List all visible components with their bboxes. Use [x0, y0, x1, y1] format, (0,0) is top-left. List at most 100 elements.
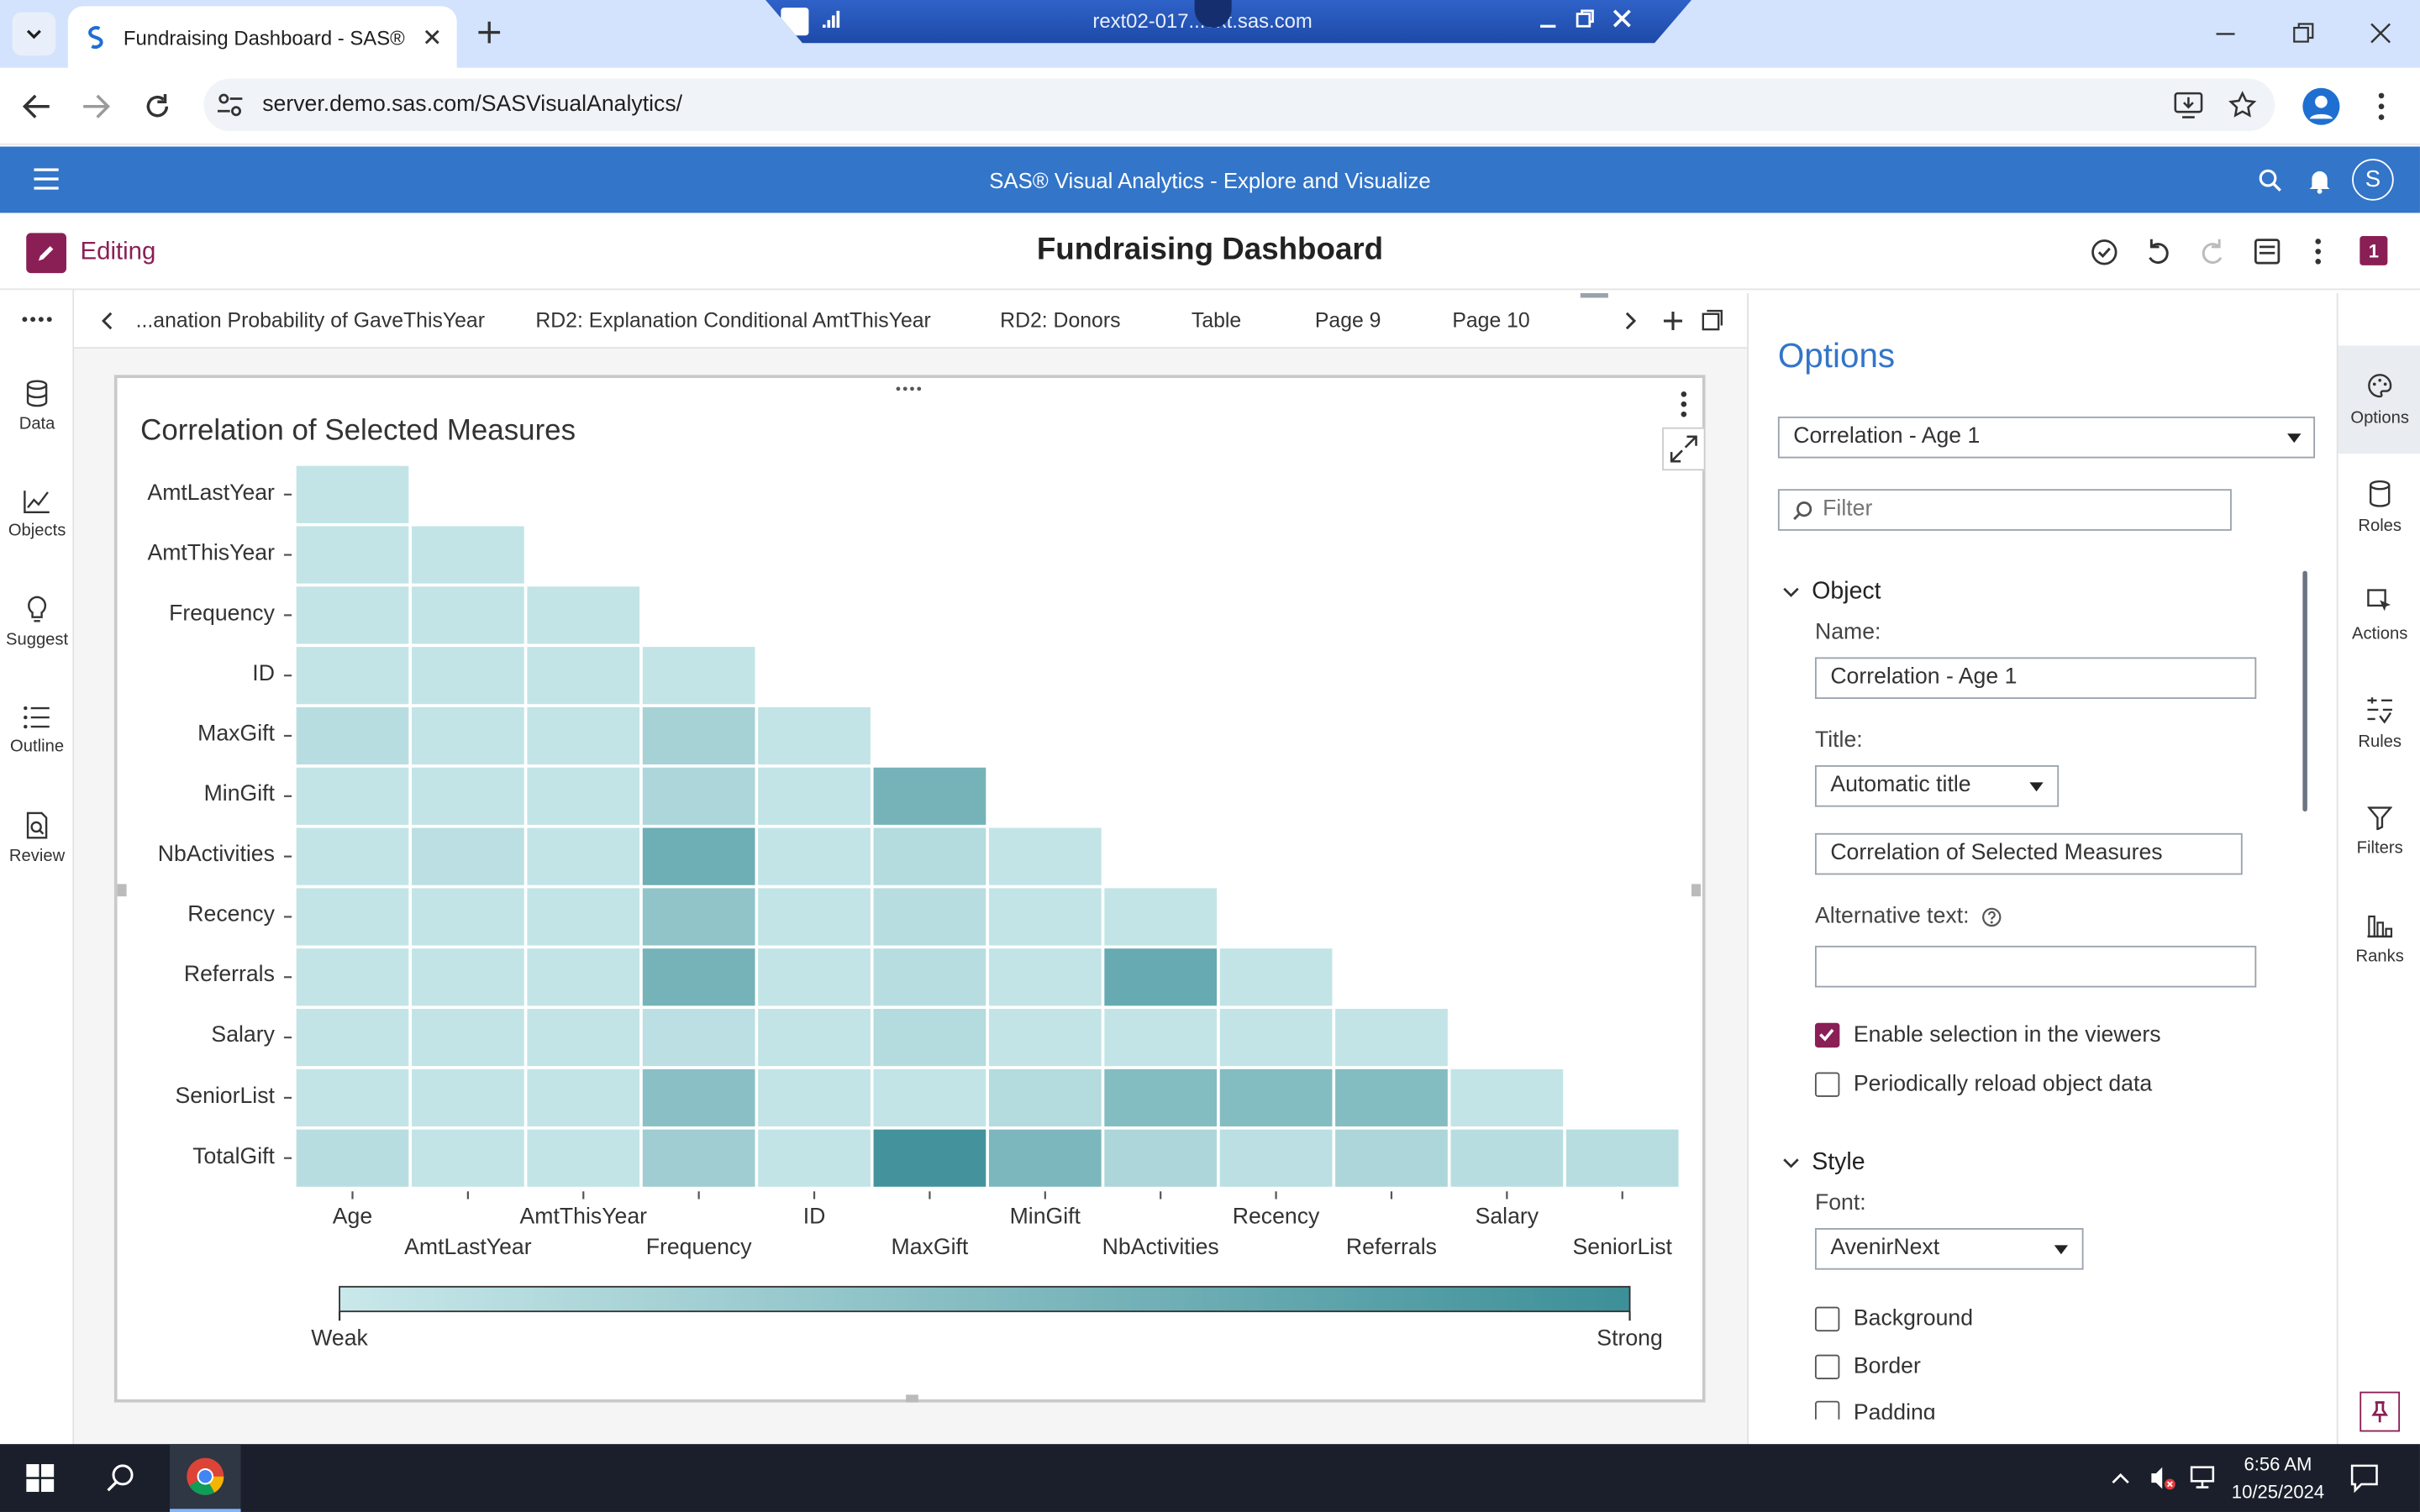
heatmap-cell[interactable]	[1104, 888, 1218, 946]
heatmap-cell[interactable]	[642, 888, 755, 946]
new-tab-button[interactable]	[472, 15, 506, 57]
heatmap-cell[interactable]	[412, 767, 524, 825]
heatmap-cell[interactable]	[296, 767, 409, 825]
background-checkbox[interactable]	[1814, 1306, 1840, 1332]
install-app-icon[interactable]	[2173, 91, 2204, 118]
object-selector[interactable]: Correlation - Age 1	[1777, 416, 2316, 459]
more-options-icon[interactable]	[2312, 238, 2324, 265]
object-section-header[interactable]: Object	[1782, 579, 1881, 606]
tab-explanation-conditional[interactable]: RD2: Explanation Conditional AmtThisYear	[535, 308, 931, 332]
object-menu-icon[interactable]	[1677, 391, 1690, 418]
heatmap-cell[interactable]	[758, 767, 871, 825]
reload-icon[interactable]	[142, 91, 173, 122]
heatmap-cell[interactable]	[1335, 1068, 1448, 1126]
search-icon[interactable]	[2258, 168, 2282, 192]
heatmap-cell[interactable]	[296, 1068, 409, 1126]
heatmap-cell[interactable]	[1565, 1129, 1679, 1187]
url-field[interactable]: server.demo.sas.com/SASVisualAnalytics/	[203, 78, 2275, 132]
resize-handle-left[interactable]	[117, 884, 127, 897]
heatmap-cell[interactable]	[412, 1129, 524, 1187]
heatmap-cell[interactable]	[412, 948, 524, 1006]
heatmap-cell[interactable]	[988, 827, 1102, 885]
tab-search-button[interactable]	[12, 12, 56, 56]
kebab-menu-icon[interactable]	[2374, 91, 2389, 122]
heatmap-cell[interactable]	[642, 1129, 755, 1187]
tab-page-9[interactable]: Page 9	[1314, 308, 1381, 332]
heatmap-cell[interactable]	[988, 948, 1102, 1006]
rail-review[interactable]: Review	[0, 784, 74, 892]
heatmap-cell[interactable]	[642, 948, 755, 1006]
minimize-icon[interactable]	[1537, 11, 1559, 33]
rail-rules[interactable]: Rules	[2338, 669, 2420, 778]
heatmap-cell[interactable]	[642, 827, 755, 885]
close-icon[interactable]	[1612, 8, 1634, 29]
heatmap-cell[interactable]	[1335, 1009, 1448, 1067]
heatmap-cell[interactable]	[296, 526, 409, 584]
heatmap-cell[interactable]	[1104, 948, 1218, 1006]
heatmap-cell[interactable]	[758, 1009, 871, 1067]
help-icon[interactable]	[1981, 906, 2002, 927]
heatmap-cell[interactable]	[642, 767, 755, 825]
heatmap-cell[interactable]	[1335, 1129, 1448, 1187]
heatmap-cell[interactable]	[527, 647, 640, 705]
page-count-badge[interactable]: 1	[2360, 236, 2388, 265]
heatmap-cell[interactable]	[412, 706, 524, 765]
forward-icon[interactable]	[81, 92, 112, 120]
heatmap-cell[interactable]	[412, 647, 524, 705]
heatmap-cell[interactable]	[527, 1009, 640, 1067]
title-text-input[interactable]: Correlation of Selected Measures	[1814, 832, 2243, 875]
heatmap-cell[interactable]	[988, 1068, 1102, 1126]
padding-checkbox[interactable]	[1814, 1400, 1840, 1420]
heatmap-cell[interactable]	[412, 526, 524, 584]
heatmap-cell[interactable]	[527, 948, 640, 1006]
resize-handle-right[interactable]	[1691, 884, 1702, 897]
filter-input[interactable]	[1823, 491, 2193, 529]
network-icon[interactable]	[2188, 1464, 2219, 1492]
notification-center-icon[interactable]	[2349, 1462, 2380, 1494]
name-input[interactable]: Correlation - Age 1	[1814, 657, 2257, 700]
star-icon[interactable]	[2228, 91, 2257, 118]
browser-tab-active[interactable]: Fundraising Dashboard - SAS®	[67, 6, 457, 68]
padding-row[interactable]: Padding	[1814, 1398, 2278, 1420]
heatmap-cell[interactable]	[642, 1009, 755, 1067]
heatmap-cell[interactable]	[1219, 948, 1333, 1006]
heatmap-cell[interactable]	[1104, 1129, 1218, 1187]
heatmap-cell[interactable]	[296, 706, 409, 765]
heatmap-cell[interactable]	[758, 888, 871, 946]
rail-actions[interactable]: Actions	[2338, 562, 2420, 670]
heatmap-cell[interactable]	[873, 1009, 986, 1067]
style-section-header[interactable]: Style	[1782, 1149, 1865, 1177]
enable-selection-row[interactable]: Enable selection in the viewers	[1814, 1022, 2161, 1048]
rail-suggest[interactable]: Suggest	[0, 568, 74, 676]
maximize-button[interactable]	[1662, 427, 1706, 471]
heatmap-cell[interactable]	[296, 1129, 409, 1187]
volume-muted-icon[interactable]	[2149, 1464, 2176, 1492]
hamburger-menu-icon[interactable]	[34, 168, 59, 190]
pin-icon[interactable]	[781, 8, 809, 36]
heatmap-cell[interactable]	[758, 827, 871, 885]
background-row[interactable]: Background	[1814, 1306, 1973, 1332]
window-minimize-icon[interactable]	[2215, 24, 2237, 45]
refresh-check-icon[interactable]	[2090, 238, 2119, 267]
save-icon[interactable]	[2254, 238, 2281, 265]
heatmap-cell[interactable]	[296, 1009, 409, 1067]
window-restore-icon[interactable]	[2291, 22, 2315, 45]
tab-donors[interactable]: RD2: Donors	[1000, 308, 1121, 332]
font-select[interactable]: AvenirNext	[1814, 1228, 2084, 1270]
drag-handle-icon[interactable]	[895, 386, 923, 391]
heatmap-cell[interactable]	[527, 767, 640, 825]
heatmap-cell[interactable]	[873, 827, 986, 885]
windows-start-icon[interactable]	[26, 1464, 55, 1493]
heatmap-cell[interactable]	[412, 827, 524, 885]
heatmap-cell[interactable]	[988, 1009, 1102, 1067]
user-avatar[interactable]: S	[2352, 159, 2394, 201]
heatmap-cell[interactable]	[412, 1068, 524, 1126]
heatmap-cell[interactable]	[1219, 1068, 1333, 1126]
heatmap-cell[interactable]	[873, 888, 986, 946]
rail-outline[interactable]: Outline	[0, 675, 74, 784]
heatmap-cell[interactable]	[758, 1129, 871, 1187]
taskbar-search-icon[interactable]	[105, 1462, 136, 1494]
heatmap-cell[interactable]	[1219, 1129, 1333, 1187]
taskbar-chrome-app[interactable]	[170, 1444, 241, 1512]
heatmap-cell[interactable]	[873, 948, 986, 1006]
